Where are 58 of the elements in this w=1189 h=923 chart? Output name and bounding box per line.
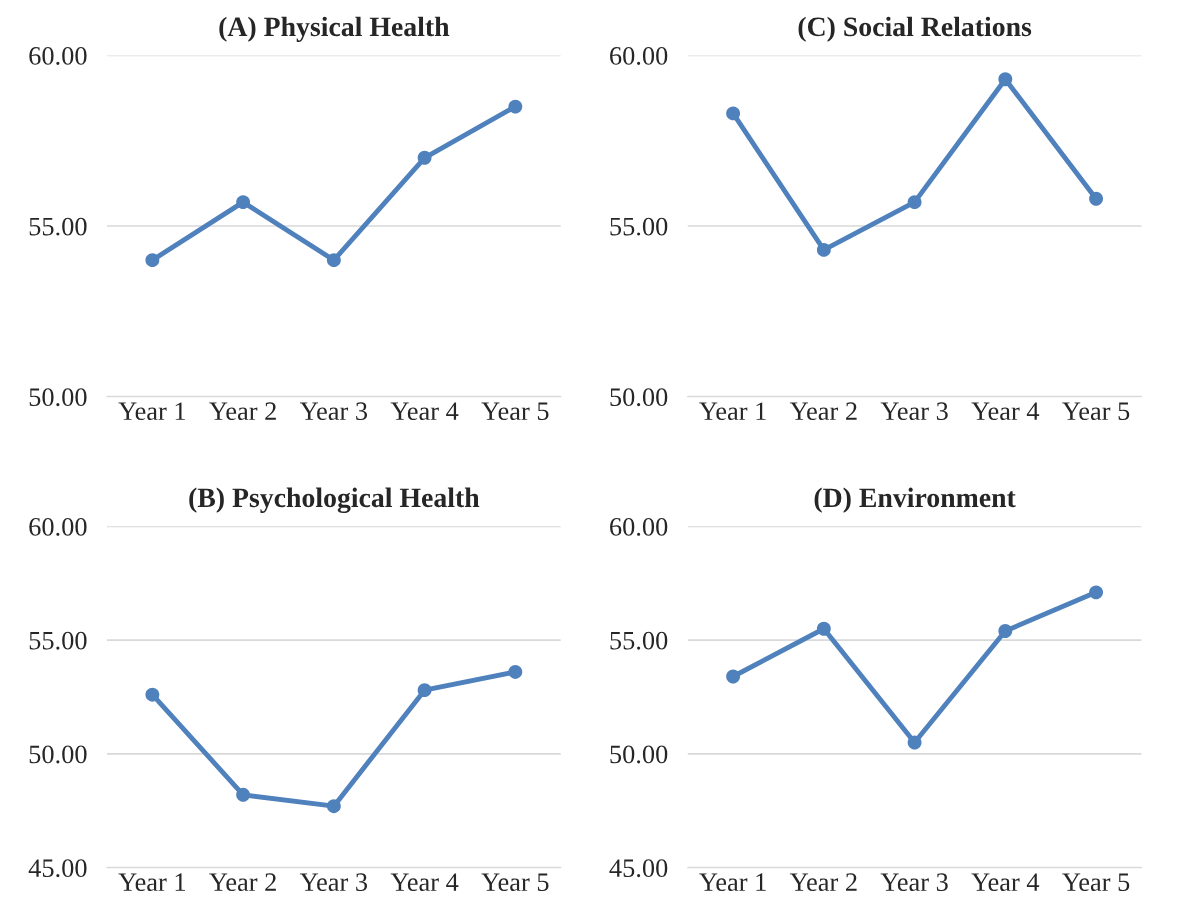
y-tick-label: 50.00 <box>610 745 668 764</box>
x-tick-label: Year 2 <box>209 873 276 892</box>
x-tick-label: Year 1 <box>699 873 766 892</box>
x-tick-label: Year 4 <box>971 873 1040 892</box>
x-tick-label: Year 5 <box>1062 402 1130 421</box>
x-tick-label: Year 5 <box>1062 873 1130 892</box>
point <box>236 195 251 210</box>
x-tick-label: Year 3 <box>299 402 368 421</box>
point <box>726 669 741 684</box>
y-tick-label: 55.00 <box>610 631 668 650</box>
y-tick-label: 60.00 <box>29 46 87 65</box>
point <box>236 787 251 802</box>
y-tick-label: 45.00 <box>28 859 87 878</box>
point <box>907 735 922 750</box>
y-tick-label: 60.00 <box>610 517 668 536</box>
point <box>907 195 922 210</box>
x-tick-label: Year 4 <box>390 873 459 892</box>
x-tick-label: Year 4 <box>971 402 1040 421</box>
chart-title: (B) Psychological Health <box>189 487 480 514</box>
point <box>816 242 831 257</box>
point <box>1089 585 1104 600</box>
x-tick-label: Year 3 <box>880 873 948 892</box>
y-tick-label: 60.00 <box>29 517 87 536</box>
y-tick-label: 50.00 <box>29 388 87 407</box>
x-tick-label: Year 3 <box>880 402 948 421</box>
x-tick-label: Year 1 <box>699 402 766 421</box>
point <box>998 72 1013 87</box>
x-tick-label: Year 3 <box>299 873 368 892</box>
x-tick-label: Year 5 <box>481 873 549 892</box>
y-tick-label: 55.00 <box>610 217 668 236</box>
x-tick-label: Year 2 <box>789 873 857 892</box>
point <box>508 665 523 679</box>
point <box>726 106 741 121</box>
y-tick-label: 50.00 <box>610 388 668 407</box>
chart-title: (D) Environment <box>814 487 1016 513</box>
x-tick-label: Year 2 <box>789 402 857 421</box>
y-tick-label: 45.00 <box>609 859 668 878</box>
point <box>145 687 160 702</box>
point <box>417 683 432 698</box>
point <box>326 799 341 814</box>
x-tick-label: Year 4 <box>390 402 459 421</box>
x-tick-label: Year 1 <box>118 402 186 421</box>
y-tick-label: 50.00 <box>29 745 87 764</box>
chart-title: (A) Physical Health <box>219 16 450 42</box>
point <box>508 99 523 114</box>
point <box>417 150 432 165</box>
x-tick-label: Year 2 <box>209 402 276 421</box>
x-tick-label: Year 1 <box>118 873 186 892</box>
point <box>816 621 831 636</box>
point <box>145 253 160 268</box>
y-tick-label: 55.00 <box>29 631 87 650</box>
point <box>1089 191 1104 206</box>
point <box>326 253 341 268</box>
x-tick-label: Year 5 <box>481 402 549 421</box>
chart-title: (C) Social Relations <box>798 16 1032 42</box>
y-tick-label: 55.00 <box>29 217 87 236</box>
point <box>998 624 1013 638</box>
y-tick-label: 60.00 <box>610 46 668 65</box>
